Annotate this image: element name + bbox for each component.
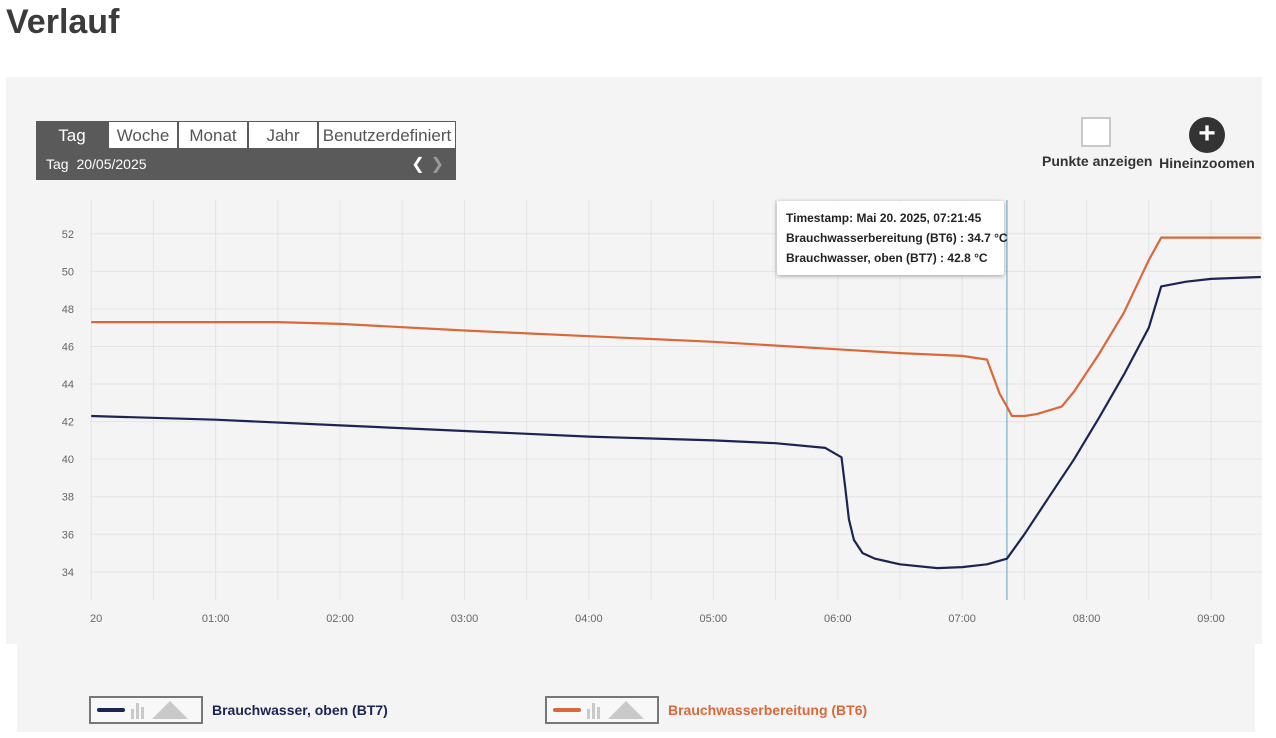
period-nav: ❮ ❯: [411, 154, 444, 174]
legend-swatch-bt6: [553, 708, 581, 712]
tooltip-bt6-key: Brauchwasserbereitung (BT6) :: [786, 231, 965, 245]
y-tick-label: 36: [62, 529, 74, 541]
x-tick-label: 06:00: [824, 613, 852, 625]
zoom-in-control[interactable]: + Hineinzoomen: [1158, 117, 1256, 171]
y-tick-label: 50: [62, 266, 74, 278]
y-tick-label: 46: [62, 341, 74, 353]
tab-tag[interactable]: Tag: [36, 121, 108, 149]
show-points-control[interactable]: Punkte anzeigen: [1042, 117, 1153, 169]
tooltip-bt7-key: Brauchwasser, oben (BT7) :: [786, 251, 945, 265]
x-tick-label: 07:00: [948, 613, 976, 625]
x-tick-label: 01:00: [202, 613, 230, 625]
tooltip-bt6-value: 34.7 °C: [967, 231, 1008, 245]
show-points-label: Punkte anzeigen: [1042, 153, 1153, 169]
y-tick-label: 34: [62, 567, 74, 579]
x-tick-label: 03:00: [451, 613, 479, 625]
bar-chart-icon: [131, 701, 146, 719]
area-chart-icon: [152, 701, 188, 719]
page-title: Verlauf: [6, 3, 120, 41]
y-tick-label: 52: [62, 229, 74, 241]
series-line-bt7: [91, 275, 1261, 570]
legend-label-bt6: Brauchwasserbereitung (BT6): [668, 702, 868, 718]
y-tick-label: 42: [62, 417, 74, 429]
legend-swatch-bt7: [97, 708, 125, 712]
tooltip-bt7-value: 42.8 °C: [947, 251, 988, 265]
period-label: Tag: [46, 156, 69, 172]
y-tick-label: 40: [62, 454, 74, 466]
period-row: Tag 20/05/2025: [46, 156, 151, 172]
tab-benutzerdefiniert[interactable]: Benutzerdefiniert: [318, 121, 456, 149]
area-chart-icon: [608, 701, 644, 719]
x-tick-label: 09:00: [1197, 613, 1225, 625]
y-tick-label: 38: [62, 492, 74, 504]
legend-toggle-bt7[interactable]: [89, 696, 203, 724]
zoom-in-label: Hineinzoomen: [1159, 155, 1255, 171]
period-date: 20/05/2025: [76, 156, 147, 172]
tab-monat[interactable]: Monat: [178, 121, 248, 149]
tab-jahr[interactable]: Jahr: [248, 121, 318, 149]
legend-label-bt7: Brauchwasser, oben (BT7): [212, 702, 388, 718]
range-tabs: Tag Woche Monat Jahr Benutzerdefiniert: [36, 121, 456, 149]
chevron-left-icon[interactable]: ❮: [411, 156, 425, 173]
bar-chart-icon: [587, 701, 602, 719]
legend-item-bt6[interactable]: Brauchwasserbereitung (BT6): [545, 694, 867, 726]
plus-circle-icon[interactable]: +: [1189, 117, 1225, 153]
legend-item-bt7[interactable]: Brauchwasser, oben (BT7): [89, 694, 388, 726]
x-tick-label: 08:00: [1073, 613, 1101, 625]
tooltip-timestamp-key: Timestamp:: [786, 211, 854, 225]
y-tick-label: 44: [62, 379, 74, 391]
y-tick-label: 48: [62, 304, 74, 316]
chevron-right-icon: ❯: [430, 156, 444, 173]
x-tick-label: 04:00: [575, 613, 603, 625]
series-line-bt6: [91, 236, 1261, 418]
range-selector: Tag Woche Monat Jahr Benutzerdefiniert T…: [36, 121, 456, 180]
x-tick-label: 05:00: [700, 613, 728, 625]
tab-woche[interactable]: Woche: [108, 121, 178, 149]
x-tick-label: 20: [90, 613, 102, 625]
legend-toggle-bt6[interactable]: [545, 696, 659, 724]
show-points-checkbox[interactable]: [1081, 117, 1111, 147]
chart-tooltip: Timestamp: Mai 20. 2025, 07:21:45 Brauch…: [777, 201, 1008, 275]
tooltip-timestamp-value: Mai 20. 2025, 07:21:45: [856, 211, 982, 225]
x-tick-label: 02:00: [326, 613, 354, 625]
